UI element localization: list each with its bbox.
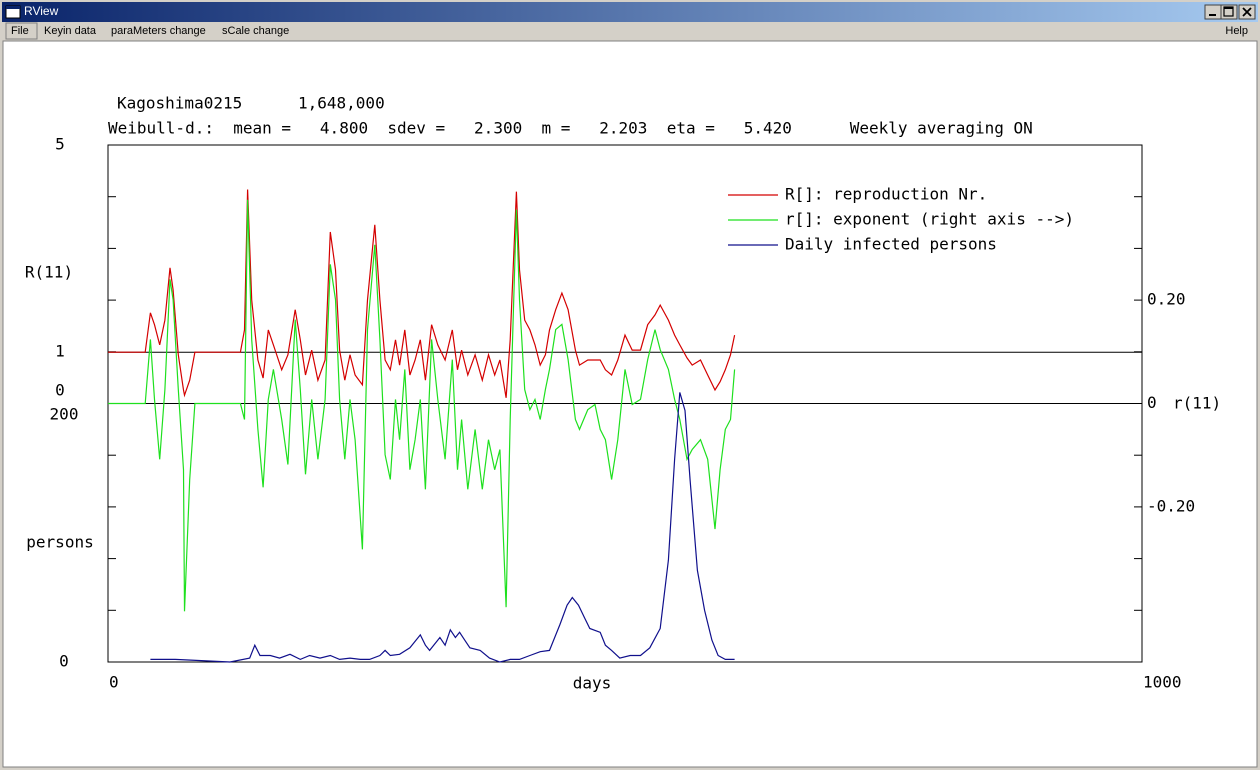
app-icon-bar xyxy=(6,6,20,9)
minimize-glyph xyxy=(1209,14,1216,16)
menu-item[interactable]: sCale change xyxy=(222,25,289,37)
close-button[interactable] xyxy=(1238,4,1256,20)
y2-axis-label: r(11) xyxy=(1173,394,1221,413)
menu-highlight xyxy=(5,22,38,40)
menu-item[interactable]: Keyin data xyxy=(44,25,97,37)
y3-tick-label: 0 xyxy=(59,652,69,671)
menu-item[interactable]: Help xyxy=(1225,25,1248,37)
button-face xyxy=(1204,4,1222,20)
series-line xyxy=(108,199,736,612)
y2-tick-label: 0.20 xyxy=(1147,290,1186,309)
series-line xyxy=(108,189,736,398)
y3-tick-label: 200 xyxy=(50,405,79,424)
chart-subtitle: Weibull-d.: mean = 4.800 sdev = 2.300 m … xyxy=(108,119,1033,138)
close-glyph xyxy=(1242,7,1252,17)
series-line xyxy=(150,392,735,663)
plot: 0 1 5 0 200 -0.20 0 0.20 0 1000 R[]: reproduction … xyxy=(50,135,1196,692)
y-tick-label: 0 xyxy=(55,381,65,400)
x-axis-label: days xyxy=(573,674,612,693)
menu-item[interactable]: File xyxy=(11,25,29,37)
x-tick-label: 0 xyxy=(109,673,119,692)
menu-bar xyxy=(2,22,1258,40)
y-tick-label: 5 xyxy=(55,135,65,154)
y-axis-label: R(11) xyxy=(25,263,73,282)
maximize-button[interactable] xyxy=(1220,4,1238,20)
population: 1,648,000 xyxy=(298,94,385,113)
y-tick-label: 1 xyxy=(55,342,65,361)
y2-tick-label: 0 xyxy=(1147,393,1157,412)
minimize-button[interactable] xyxy=(1204,4,1222,20)
title-bar xyxy=(2,2,1258,22)
legend-label: r[]: exponent (right axis -->) xyxy=(785,210,1074,229)
y2-tick-label: -0.20 xyxy=(1147,496,1195,515)
maximize-glyph-top xyxy=(1224,7,1233,9)
menu-item[interactable]: paraMeters change xyxy=(111,25,206,37)
y3-axis-label: persons xyxy=(26,533,93,552)
chart-title: Kagoshima0215 xyxy=(117,94,242,113)
x-tick-label: 1000 xyxy=(1143,673,1182,692)
legend-label: Daily infected persons xyxy=(785,235,997,254)
window-title: RView xyxy=(24,4,59,18)
legend-label: R[]: reproduction Nr. xyxy=(785,185,987,204)
